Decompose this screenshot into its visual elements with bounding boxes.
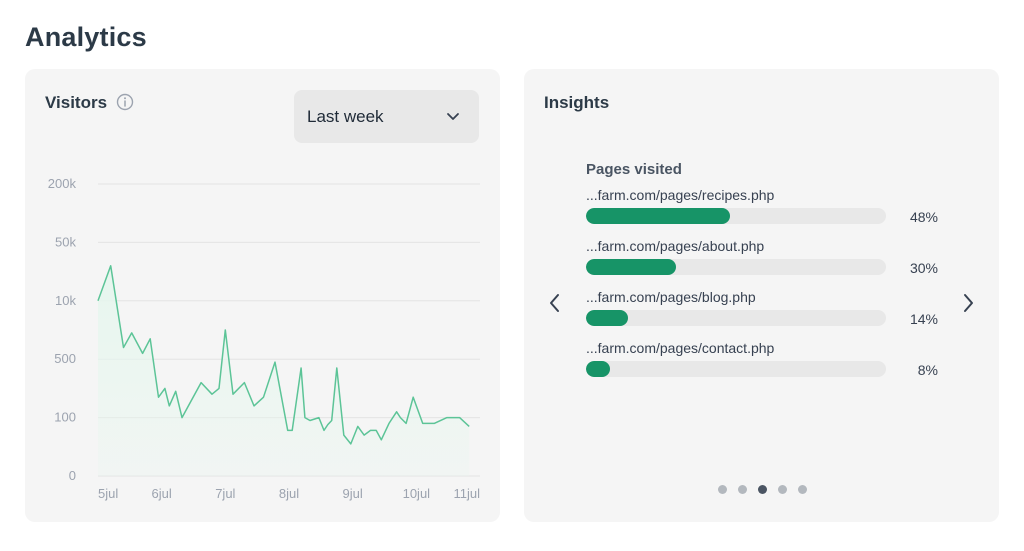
page-url[interactable]: ...farm.com/pages/contact.php bbox=[586, 340, 775, 356]
carousel-dot[interactable] bbox=[757, 485, 767, 494]
page-row: ...farm.com/pages/blog.php 14% bbox=[586, 289, 946, 340]
y-axis-ticks: 0 100 500 10k 50k 200k bbox=[48, 176, 77, 483]
x-tick-label: 9jul bbox=[343, 486, 363, 501]
y-tick-label: 200k bbox=[48, 176, 77, 191]
page-url[interactable]: ...farm.com/pages/about.php bbox=[586, 238, 765, 254]
y-tick-label: 10k bbox=[55, 293, 76, 308]
chevron-right-icon[interactable] bbox=[958, 291, 978, 315]
progress-track bbox=[586, 259, 886, 275]
page-row: ...farm.com/pages/about.php 30% bbox=[586, 238, 946, 289]
progress-fill bbox=[586, 310, 628, 326]
x-tick-label: 5jul bbox=[98, 486, 118, 501]
progress-fill bbox=[586, 259, 676, 275]
chart-area bbox=[97, 265, 470, 476]
carousel-dot[interactable] bbox=[737, 485, 747, 494]
y-tick-label: 100 bbox=[54, 410, 76, 425]
x-axis-ticks: 5jul 6jul 7jul 8jul 9jul 10jul 11jul bbox=[98, 486, 480, 501]
page-percent: 30% bbox=[909, 260, 938, 276]
pages-visited-panel: Pages visited ...farm.com/pages/recipes.… bbox=[586, 161, 946, 391]
x-tick-label: 6jul bbox=[152, 486, 172, 501]
x-tick-label: 8jul bbox=[279, 486, 299, 501]
insights-title: Insights bbox=[544, 93, 610, 112]
carousel-dot[interactable] bbox=[777, 485, 787, 494]
x-tick-label: 11jul bbox=[453, 486, 480, 501]
visitors-title: Visitors bbox=[45, 93, 108, 112]
carousel-dot[interactable] bbox=[717, 485, 727, 494]
x-tick-label: 10jul bbox=[403, 486, 431, 501]
chevron-down-icon bbox=[447, 113, 459, 120]
progress-fill bbox=[586, 208, 730, 224]
page-url[interactable]: ...farm.com/pages/recipes.php bbox=[586, 187, 775, 203]
progress-track bbox=[586, 208, 886, 224]
visitors-card: 0 100 500 10k 50k 200k 5jul 6jul 7jul 8jul 9jul 10… bbox=[25, 69, 500, 522]
page-title: Analytics bbox=[25, 22, 147, 52]
info-icon[interactable] bbox=[116, 93, 134, 111]
carousel-dot[interactable] bbox=[797, 485, 807, 494]
progress-track bbox=[586, 310, 886, 326]
period-select-value: Last week bbox=[307, 107, 384, 126]
chevron-left-icon[interactable] bbox=[545, 291, 565, 315]
y-tick-label: 0 bbox=[69, 468, 76, 483]
y-tick-label: 50k bbox=[55, 234, 76, 249]
series-area-fill bbox=[98, 265, 470, 476]
series-line bbox=[97, 265, 470, 445]
x-tick-label: 7jul bbox=[215, 486, 235, 501]
period-select[interactable]: Last week bbox=[294, 90, 479, 143]
page-url[interactable]: ...farm.com/pages/blog.php bbox=[586, 289, 756, 305]
progress-fill bbox=[586, 361, 610, 377]
insights-card: Insights Pages visited ...farm.com/pages… bbox=[524, 69, 999, 522]
page-row: ...farm.com/pages/recipes.php 48% bbox=[586, 187, 946, 238]
page-percent: 8% bbox=[917, 362, 938, 378]
page-percent: 48% bbox=[909, 209, 938, 225]
page-row: ...farm.com/pages/contact.php 8% bbox=[586, 340, 946, 391]
visitors-chart: 0 100 500 10k 50k 200k 5jul 6jul 7jul 8jul 9jul 10… bbox=[48, 176, 480, 501]
carousel-dots bbox=[524, 485, 999, 494]
progress-track bbox=[586, 361, 886, 377]
pages-visited-title: Pages visited bbox=[586, 161, 682, 178]
page-percent: 14% bbox=[909, 311, 938, 327]
y-tick-label: 500 bbox=[54, 351, 76, 366]
